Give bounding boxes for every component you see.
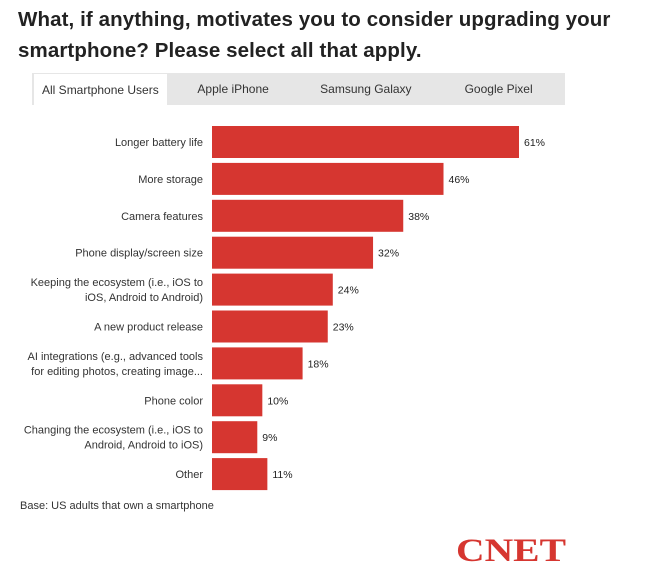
value-label-5: 23% [333, 322, 354, 334]
tab-apple-iphone[interactable]: Apple iPhone [197, 82, 269, 96]
category-label-0: Longer battery life [115, 137, 203, 149]
category-label-8: Changing the ecosystem (i.e., iOS to Andr… [24, 425, 203, 452]
cnet-logo: CNET [456, 531, 568, 572]
category-label-3: Phone display/screen size [75, 248, 203, 260]
bar-7 [212, 384, 263, 417]
category-label-1: More storage [138, 174, 203, 186]
chart-title: What, if anything, motivates you to cons… [18, 8, 611, 62]
value-label-7: 10% [267, 395, 288, 407]
bar-0 [212, 126, 519, 158]
base-note: Base: US adults that own a smartphone [20, 500, 214, 512]
bar-1 [212, 162, 444, 195]
value-label-6: 18% [308, 358, 329, 370]
category-label-2: Camera features [121, 211, 203, 223]
value-label-2: 38% [408, 211, 429, 223]
value-label-1: 46% [449, 174, 470, 186]
bar-8 [212, 421, 258, 454]
value-label-9: 11% [272, 469, 292, 481]
value-label-8: 9% [262, 432, 277, 444]
bar-9 [212, 458, 268, 491]
category-label-7: Phone color [144, 395, 203, 407]
tab-all-smartphone-users[interactable]: All Smartphone Users [33, 74, 167, 105]
value-label-4: 24% [338, 285, 359, 297]
category-label-6: AI integrations (e.g., advanced tools for… [28, 351, 204, 378]
bar-5 [212, 310, 328, 343]
category-label-5: A new product release [94, 322, 203, 334]
value-label-0: 61% [524, 137, 545, 149]
tab-samsung-galaxy[interactable]: Samsung Galaxy [320, 82, 412, 96]
bar-chart: Longer battery life 61% More storage 46% Cam… [24, 126, 545, 491]
bar-2 [212, 199, 404, 232]
bar-4 [212, 273, 333, 306]
category-label-4: Keeping the ecosystem (i.e., iOS to iOS, … [31, 277, 203, 304]
svg-text:CNET: CNET [456, 533, 566, 567]
bar-3 [212, 236, 374, 269]
segment-tabs: All Smartphone Users Apple iPhone Samsun… [32, 73, 565, 105]
tab-google-pixel[interactable]: Google Pixel [464, 82, 533, 96]
value-label-3: 32% [378, 248, 399, 260]
bar-6 [212, 347, 303, 380]
category-label-9: Other [175, 469, 203, 481]
